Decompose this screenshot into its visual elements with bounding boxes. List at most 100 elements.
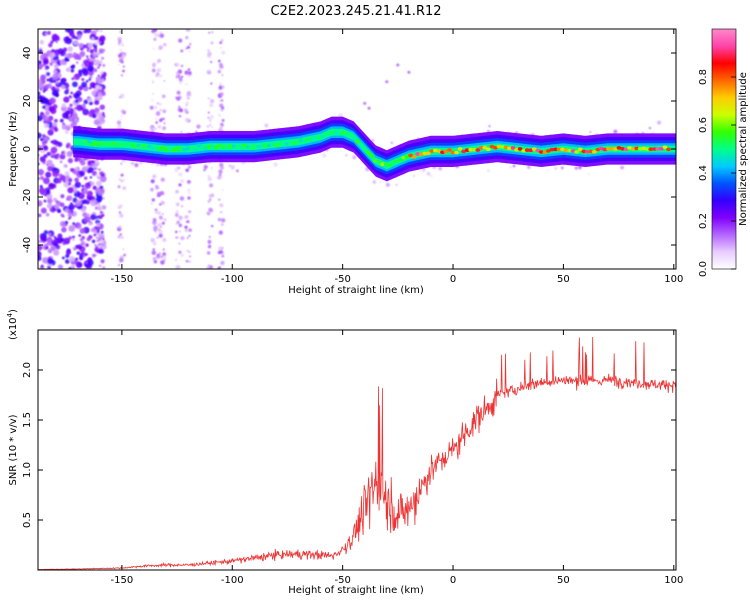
heatmap-ridge-point xyxy=(263,144,269,148)
y-tick-label: 20 xyxy=(22,95,33,108)
heatmap-ridge-point xyxy=(535,148,541,153)
heatmap-ridge-point xyxy=(288,141,293,145)
colorbar-tick-label: 0.4 xyxy=(698,165,709,181)
heatmap-noise-point xyxy=(64,165,68,168)
heatmap-noise-point xyxy=(79,50,85,56)
heatmap-ridge-point xyxy=(242,143,248,148)
heatmap-noise-point xyxy=(613,129,618,134)
heatmap-ridge-point xyxy=(259,143,265,148)
heatmap-noise-point xyxy=(162,179,166,182)
heatmap-ridge-point xyxy=(146,144,152,148)
heatmap-noise-point xyxy=(160,200,165,205)
x-tick-label: -100 xyxy=(221,274,244,285)
heatmap-noise-point xyxy=(42,89,46,93)
heatmap-noise-point xyxy=(61,226,67,233)
heatmap-noise-point xyxy=(206,124,210,128)
heatmap-ridge-point xyxy=(369,154,375,158)
heatmap-noise-point xyxy=(102,63,106,67)
heatmap-ridge-point xyxy=(655,147,661,151)
heatmap-noise-point xyxy=(53,249,60,256)
heatmap-ridge-point xyxy=(132,144,138,149)
heatmap-noise-point xyxy=(52,89,59,97)
heatmap-noise-point xyxy=(151,198,155,202)
heatmap-noise-point xyxy=(56,52,60,56)
heatmap-noise-point xyxy=(385,182,390,187)
heatmap-noise-point xyxy=(88,86,92,90)
heatmap-noise-point xyxy=(118,58,124,63)
heatmap-noise-point xyxy=(155,117,158,120)
heatmap-noise-point xyxy=(86,190,93,197)
colorbar-ticks: 0.0 0.2 0.4 0.6 0.8 xyxy=(698,69,736,277)
heatmap-noise-point xyxy=(186,249,190,253)
y-tick-label: 1.5 xyxy=(22,412,33,428)
heatmap-ridge-point xyxy=(206,144,212,149)
heatmap-noise-point xyxy=(93,68,98,73)
heatmap-noise-point xyxy=(154,208,158,212)
heatmap-noise-point xyxy=(371,138,375,142)
heatmap-ridge-point xyxy=(468,147,474,152)
heatmap-noise-point xyxy=(38,94,43,101)
heatmap-noise-point xyxy=(175,266,178,269)
heatmap-noise-point xyxy=(43,136,49,141)
heatmap-noise-point xyxy=(120,109,125,114)
colorbar-tick-label: 0.2 xyxy=(698,213,709,229)
heatmap-noise-point xyxy=(91,239,96,244)
heatmap-noise-point xyxy=(87,213,91,217)
heatmap-noise-point xyxy=(71,77,75,81)
heatmap-noise-point xyxy=(208,31,211,34)
heatmap-ridge-point xyxy=(524,148,530,152)
heatmap-ridge-point xyxy=(570,149,576,153)
heatmap-noise-point xyxy=(186,220,190,224)
heatmap-noise-point xyxy=(187,165,192,169)
heatmap-noise-point xyxy=(119,213,124,218)
heatmap-noise-point xyxy=(119,233,123,236)
heatmap-noise-point xyxy=(60,84,66,90)
heatmap-noise-point xyxy=(64,57,69,62)
heatmap-noise-point xyxy=(94,40,99,45)
heatmap-noise-point xyxy=(89,176,93,179)
heatmap-ridge-point xyxy=(652,147,657,151)
heatmap-noise-point xyxy=(430,174,433,178)
heatmap-noise-point xyxy=(187,182,190,185)
heatmap-noise-point xyxy=(40,264,44,268)
heatmap-noise-point xyxy=(72,81,78,88)
heatmap-ridge-point xyxy=(161,145,166,149)
heatmap-noise-point xyxy=(390,141,393,145)
heatmap-noise-point xyxy=(209,183,214,188)
heatmap-noise-point xyxy=(151,29,156,34)
heatmap-ridge-point xyxy=(199,146,205,150)
snr-y-ticks: 0.5 1.0 1.5 2.0 xyxy=(22,362,676,528)
y-tick-label: 40 xyxy=(22,47,33,60)
heatmap-noise-point xyxy=(75,261,83,269)
heatmap-ridge-point xyxy=(591,150,597,154)
heatmap-noise-point xyxy=(203,164,208,170)
heatmap-noise-point xyxy=(488,125,491,128)
heatmap-noise-point xyxy=(92,171,97,176)
heatmap-noise-point xyxy=(42,145,49,151)
heatmap-noise-point xyxy=(46,203,52,209)
heatmap-noise-point xyxy=(47,198,53,204)
heatmap-noise-point xyxy=(85,243,89,247)
heatmap-noise-point xyxy=(100,171,104,174)
heatmap-panel: -150 -100 -50 0 50 100 -40 -20 0 20 40 Height of … xyxy=(8,28,683,296)
heatmap-noise-point xyxy=(208,207,213,212)
heatmap-noise-point xyxy=(45,110,50,116)
heatmap-noise-point xyxy=(67,52,74,59)
heatmap-noise-point xyxy=(151,99,153,101)
heatmap-ridge-point xyxy=(348,132,353,136)
heatmap-noise-point xyxy=(122,69,125,73)
heatmap-noise-point xyxy=(94,165,97,169)
heatmap-noise-point xyxy=(66,142,71,148)
heatmap-noise-point xyxy=(218,113,222,117)
heatmap-ridge-point xyxy=(478,146,484,150)
heatmap-ridge-point xyxy=(623,147,629,152)
heatmap-noise-point xyxy=(38,200,43,207)
heatmap-noise-point xyxy=(61,256,65,260)
heatmap-noise-point xyxy=(185,103,189,107)
heatmap-noise-point xyxy=(61,124,68,130)
heatmap-noise-point xyxy=(219,103,224,108)
heatmap-noise-point xyxy=(77,36,81,40)
heatmap-noise-point xyxy=(83,189,87,193)
heatmap-noise-point xyxy=(210,60,213,64)
heatmap-noise-point xyxy=(50,245,56,251)
